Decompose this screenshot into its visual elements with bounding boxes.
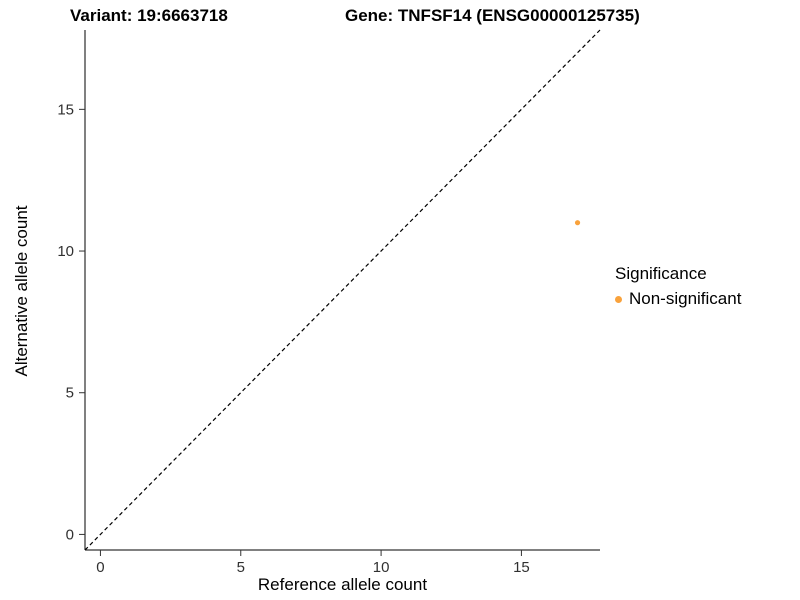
variant-title: Variant: 19:6663718 (70, 6, 228, 25)
x-tick-label: 15 (513, 559, 530, 576)
y-tick-label: 10 (57, 243, 74, 260)
x-tick-label: 5 (237, 559, 245, 576)
legend-item-label: Non-significant (629, 289, 742, 308)
y-axis-title: Alternative allele count (12, 205, 31, 377)
legend: Significance Non-significant (615, 264, 741, 309)
x-axis-title: Reference allele count (257, 575, 428, 594)
data-point (574, 220, 581, 226)
y-tick-label: 0 (66, 526, 74, 543)
gene-title: Gene: TNFSF14 (ENSG00000125735) (345, 6, 640, 25)
legend-point-icon (615, 295, 622, 303)
x-tick-label: 0 (96, 559, 104, 576)
legend-item-non-significant: Non-significant (615, 289, 741, 309)
legend-title: Significance (615, 264, 707, 283)
identity-line (84, 29, 601, 551)
x-tick-label: 10 (373, 559, 390, 576)
y-tick-label: 5 (66, 385, 74, 402)
y-tick-label: 15 (57, 101, 74, 118)
